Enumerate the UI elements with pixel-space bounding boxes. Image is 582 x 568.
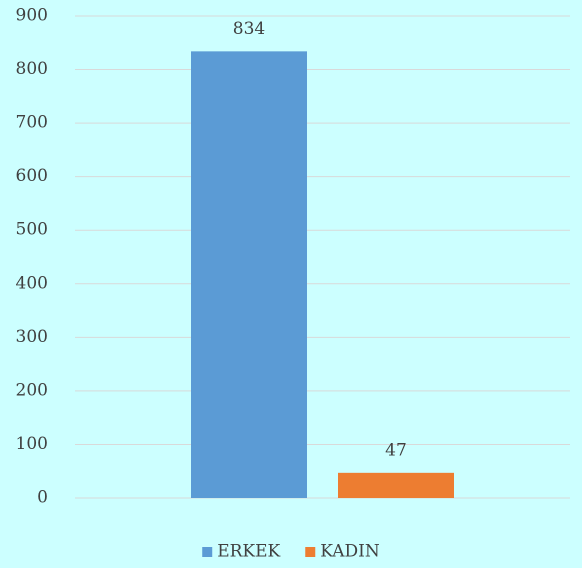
y-tick-label: 100: [16, 434, 48, 454]
legend-swatch: [305, 547, 316, 557]
y-tick-label: 600: [16, 166, 48, 186]
data-label: 834: [233, 19, 265, 39]
y-tick-label: 700: [16, 113, 48, 133]
y-tick-label: 400: [16, 273, 48, 293]
y-tick-label: 300: [16, 327, 48, 347]
y-tick-label: 900: [16, 6, 48, 26]
data-label: 47: [385, 440, 407, 460]
bar: [338, 472, 454, 498]
y-tick-label: 800: [16, 59, 48, 79]
legend-label: ERKEK: [217, 542, 280, 562]
legend-label: KADIN: [320, 542, 380, 562]
y-tick-label: 500: [16, 220, 48, 240]
y-tick-label: 0: [37, 488, 48, 508]
y-tick-label: 200: [16, 380, 48, 400]
legend-swatch: [202, 547, 213, 557]
bar: [191, 51, 307, 498]
